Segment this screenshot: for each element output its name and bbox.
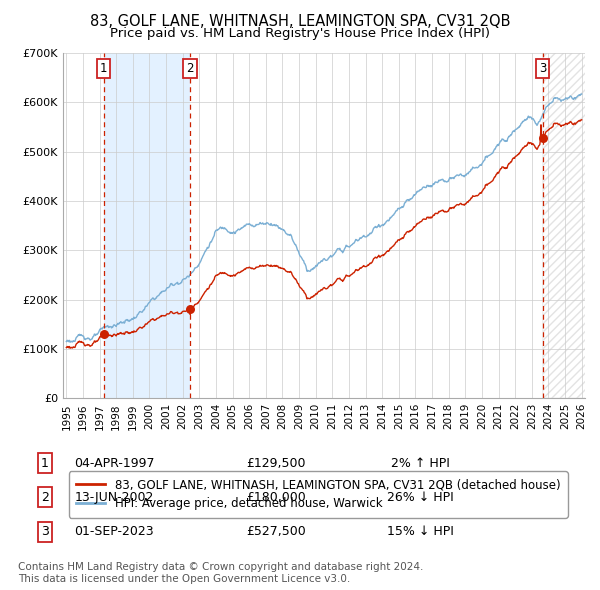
Text: 26% ↓ HPI: 26% ↓ HPI: [386, 491, 454, 504]
Bar: [543, 53, 590, 398]
Text: 1: 1: [41, 457, 49, 470]
Text: 3: 3: [41, 525, 49, 538]
Text: 13-JUN-2002: 13-JUN-2002: [74, 491, 154, 504]
Text: 15% ↓ HPI: 15% ↓ HPI: [386, 525, 454, 538]
Text: 83, GOLF LANE, WHITNASH, LEAMINGTON SPA, CV31 2QB: 83, GOLF LANE, WHITNASH, LEAMINGTON SPA,…: [90, 14, 510, 28]
Text: £129,500: £129,500: [246, 457, 306, 470]
Text: £180,000: £180,000: [246, 491, 306, 504]
Bar: [104, 53, 190, 398]
Text: Price paid vs. HM Land Registry's House Price Index (HPI): Price paid vs. HM Land Registry's House …: [110, 27, 490, 40]
Text: 2% ↑ HPI: 2% ↑ HPI: [391, 457, 449, 470]
Text: 2: 2: [186, 62, 194, 75]
Text: £527,500: £527,500: [246, 525, 306, 538]
Text: 3: 3: [539, 62, 547, 75]
Bar: [543, 53, 590, 398]
Text: 2: 2: [41, 491, 49, 504]
Text: 04-APR-1997: 04-APR-1997: [74, 457, 154, 470]
Text: Contains HM Land Registry data © Crown copyright and database right 2024.
This d: Contains HM Land Registry data © Crown c…: [18, 562, 424, 584]
Text: 1: 1: [100, 62, 107, 75]
Legend: 83, GOLF LANE, WHITNASH, LEAMINGTON SPA, CV31 2QB (detached house), HPI: Average: 83, GOLF LANE, WHITNASH, LEAMINGTON SPA,…: [69, 471, 568, 517]
Text: 01-SEP-2023: 01-SEP-2023: [74, 525, 154, 538]
